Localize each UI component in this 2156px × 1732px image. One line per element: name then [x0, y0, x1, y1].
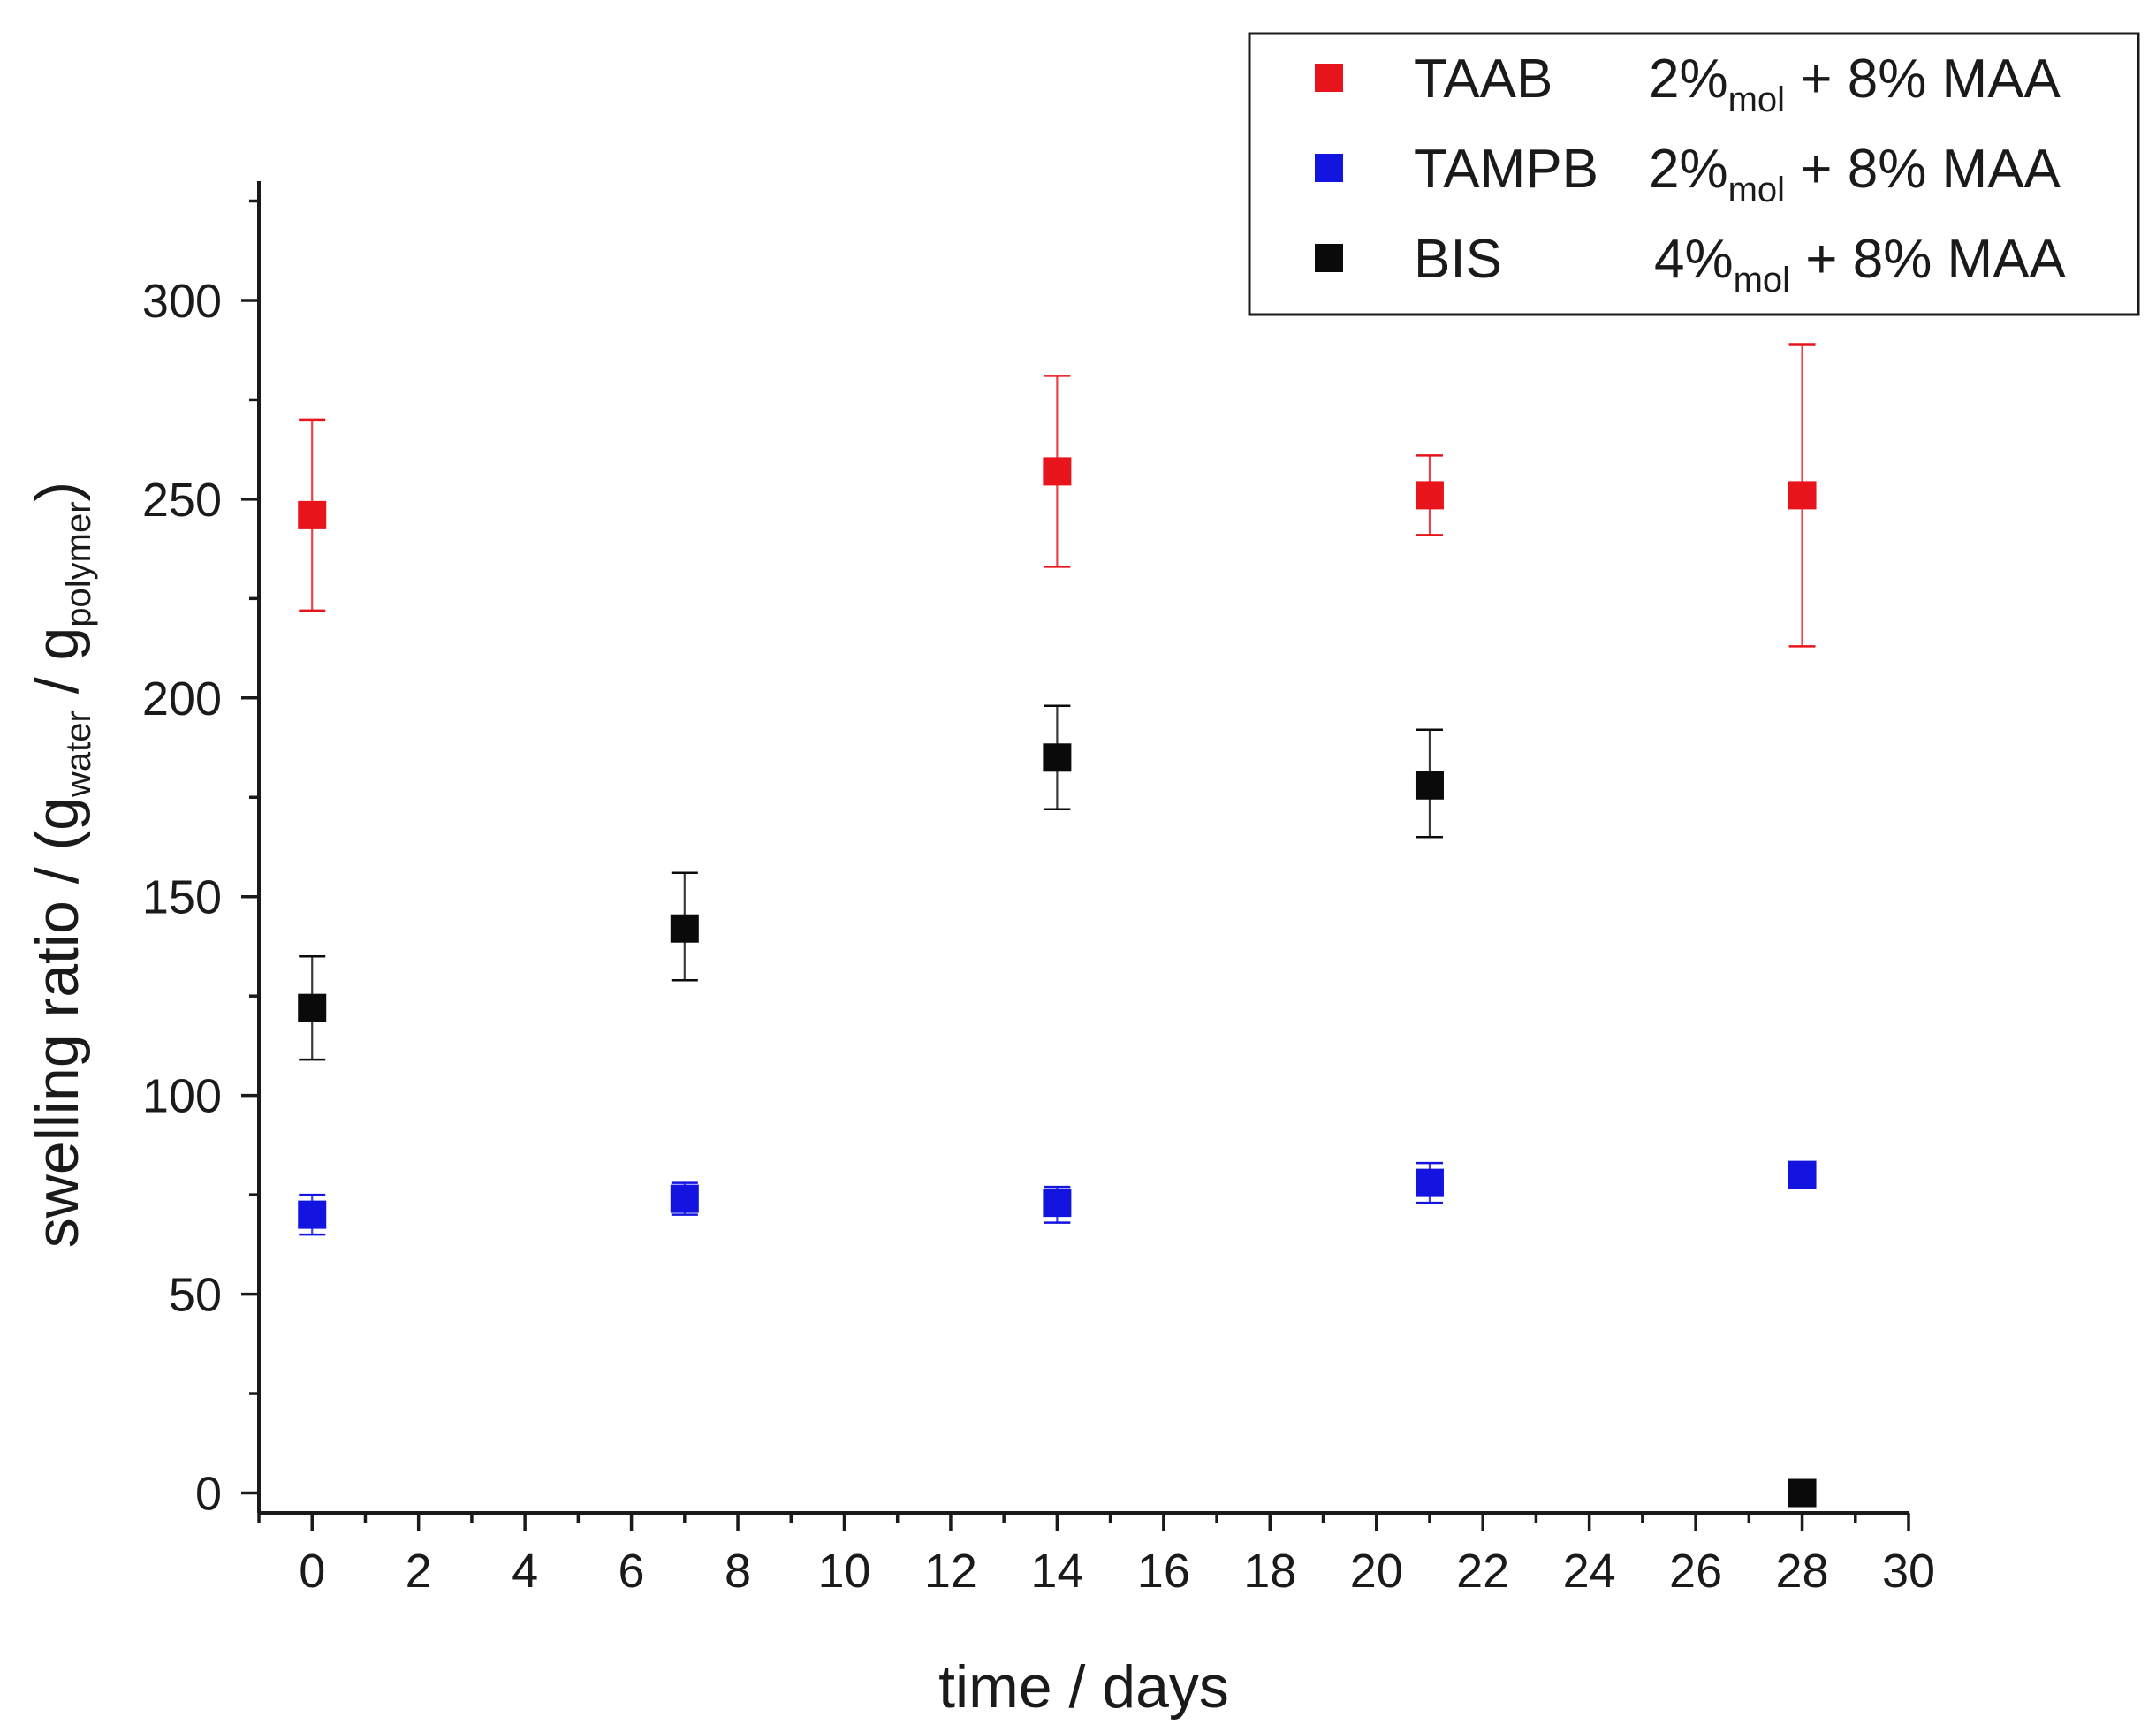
legend-label-name: TAAB [1414, 49, 1552, 110]
y-tick-label: 0 [195, 1468, 222, 1521]
legend-marker-bis [1315, 244, 1343, 272]
data-point [1788, 1478, 1817, 1508]
x-tick-label: 22 [1456, 1545, 1509, 1598]
legend-suffix: + 8% MAA [1785, 49, 2061, 110]
x-tick-label: 2 [406, 1545, 432, 1598]
y-axis-title-sub-polymer: polymer [59, 501, 98, 627]
x-tick-label: 20 [1350, 1545, 1403, 1598]
legend-marker-tampb [1315, 154, 1343, 182]
legend-marker-taab [1315, 64, 1343, 92]
legend-suffix: + 8% MAA [1790, 229, 2066, 290]
data-point [670, 914, 699, 943]
legend-box [1248, 32, 2140, 316]
y-axis-title-prefix: swelling ratio / (g [24, 797, 91, 1248]
x-tick-label: 0 [299, 1545, 325, 1598]
legend-amount: 2% [1649, 49, 1728, 110]
legend-label-name: TAMPB [1414, 139, 1598, 200]
y-tick-label: 200 [142, 672, 222, 725]
legend-label-composition: 4%mol + 8% MAA [1654, 229, 2067, 300]
y-axis-title-mid: / g [24, 627, 91, 711]
data-point [1043, 743, 1072, 772]
axes [257, 181, 1909, 1515]
legend-amount: 2% [1649, 139, 1728, 200]
data-series [298, 343, 1817, 1508]
data-point [1043, 457, 1072, 486]
x-tick-label: 14 [1030, 1545, 1083, 1598]
y-axis-ticks: 0 50 100 150 200 250 300 [142, 199, 259, 1521]
data-point [298, 1200, 327, 1229]
x-tick-label: 6 [619, 1545, 645, 1598]
data-point [298, 500, 327, 529]
x-tick-label: 12 [924, 1545, 977, 1598]
data-point [1415, 1168, 1444, 1197]
legend-label-composition: 2%mol + 8% MAA [1649, 49, 2061, 119]
series-bis [298, 704, 1817, 1508]
y-tick-label: 150 [142, 871, 222, 924]
data-point [1415, 771, 1444, 800]
x-tick-label: 16 [1137, 1545, 1190, 1598]
y-tick-label: 250 [142, 474, 222, 527]
data-point [298, 993, 327, 1022]
x-tick-label: 8 [725, 1545, 751, 1598]
x-axis-ticks: 0 2 4 6 8 10 12 14 16 18 20 22 24 26 28 30 [257, 1513, 1935, 1598]
legend-subscript: mol [1734, 261, 1790, 300]
data-point [1415, 481, 1444, 510]
legend-label-composition: 2%mol + 8% MAA [1649, 139, 2061, 209]
data-point [1788, 481, 1817, 510]
y-axis-title: swelling ratio / (gwater / gpolymer) [24, 482, 98, 1248]
legend-label-name: BIS [1414, 229, 1502, 290]
legend-subscript: mol [1728, 80, 1785, 119]
x-axis-title: time / days [938, 1653, 1229, 1721]
x-tick-label: 28 [1776, 1545, 1829, 1598]
data-point [1788, 1160, 1817, 1189]
y-axis-title-sub-water: water [59, 710, 98, 798]
x-tick-label: 30 [1882, 1545, 1935, 1598]
y-axis-title-suffix: ) [24, 482, 91, 502]
series-taab [298, 343, 1817, 648]
y-tick-label: 300 [142, 275, 222, 328]
x-tick-label: 26 [1669, 1545, 1722, 1598]
x-tick-label: 10 [817, 1545, 870, 1598]
legend-amount: 4% [1654, 229, 1734, 290]
x-tick-label: 18 [1243, 1545, 1296, 1598]
series-tampb [298, 1160, 1817, 1236]
legend-subscript: mol [1728, 171, 1785, 209]
data-point [670, 1184, 699, 1213]
x-tick-label: 24 [1563, 1545, 1616, 1598]
data-point [1043, 1189, 1072, 1218]
legend-suffix: + 8% MAA [1785, 139, 2061, 200]
y-tick-label: 100 [142, 1070, 222, 1123]
x-tick-label: 4 [512, 1545, 538, 1598]
y-tick-label: 50 [169, 1269, 222, 1322]
